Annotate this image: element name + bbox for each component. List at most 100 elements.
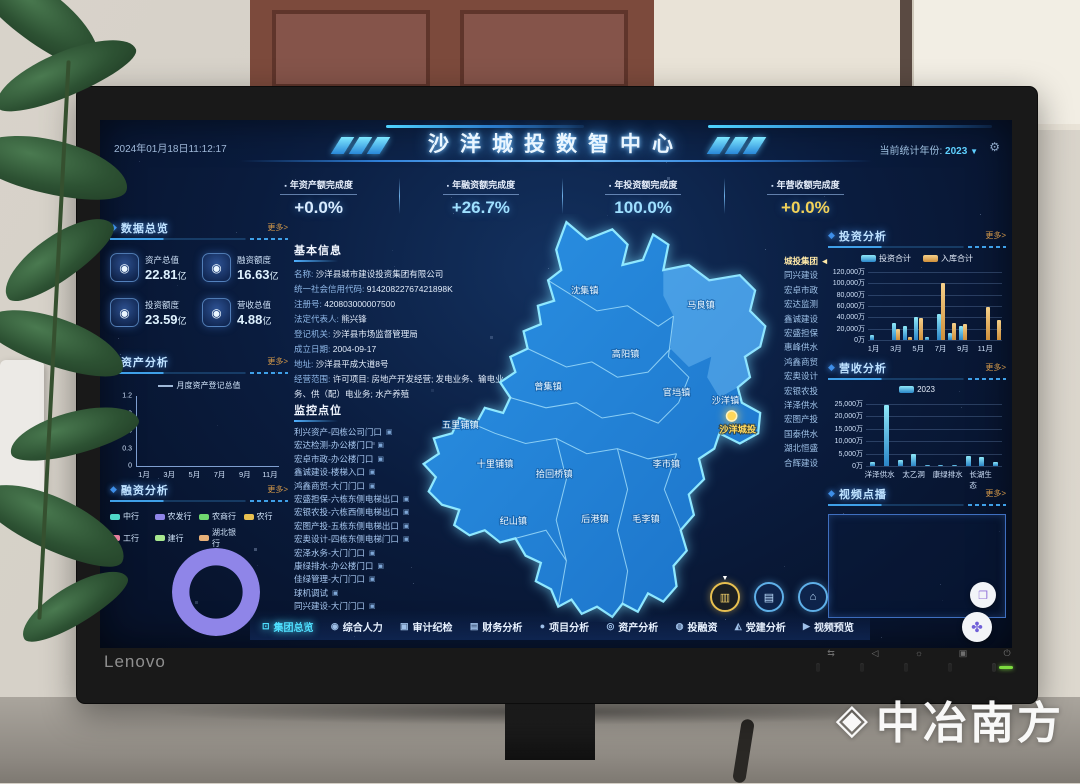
- nav-item-icon: ●: [539, 621, 546, 631]
- monitoring-item[interactable]: 宏达检测-办公楼门口 ▣: [294, 439, 494, 452]
- gear-icon[interactable]: ⚙: [989, 140, 1000, 154]
- more-link[interactable]: 更多>: [985, 363, 1006, 372]
- monitoring-item[interactable]: 宏卓市政-办公楼门口 ▣: [294, 453, 494, 466]
- legend-label: 农行: [256, 512, 273, 521]
- legend-swatch: [110, 513, 120, 520]
- osd-button[interactable]: ◁: [860, 648, 890, 672]
- nav-item-财务分析[interactable]: ▤ 财务分析: [470, 619, 523, 634]
- monitoring-item[interactable]: 佳绿管理-大门门口 ▣: [294, 573, 494, 586]
- more-link[interactable]: 更多>: [267, 485, 288, 494]
- monitoring-item[interactable]: 利兴资产-四栋公司门口 ▣: [294, 426, 494, 439]
- monitoring-item[interactable]: 宏盛担保-六栋东侧电梯出口 ▣: [294, 493, 494, 506]
- button-bar: [992, 663, 1013, 672]
- more-link[interactable]: 更多>: [267, 223, 288, 232]
- nav-item-label: 审计纪检: [412, 622, 453, 634]
- monitoring-item[interactable]: 同兴建设-大门门口 ▣: [294, 600, 494, 613]
- company-item[interactable]: 宏图产投: [784, 414, 819, 425]
- legend-item: 入库合计: [923, 253, 973, 264]
- company-item[interactable]: 鑫诚建设: [784, 313, 819, 324]
- year-selector-label: 当前统计年份:: [879, 146, 943, 157]
- bar-2023: [897, 459, 903, 466]
- monitoring-item[interactable]: 宏图产投-五栋东侧电梯出口 ▣: [294, 520, 494, 533]
- x-tick-label: 7月: [213, 470, 226, 479]
- info-label: 名称:: [294, 269, 316, 279]
- company-item[interactable]: 宏盛担保: [784, 328, 819, 339]
- button-icon: ⏻: [1003, 648, 1011, 658]
- osd-button[interactable]: ⇆: [816, 648, 846, 672]
- info-row: 地址: 沙洋县平成大道8号: [294, 357, 510, 372]
- more-link[interactable]: 更多>: [985, 489, 1006, 498]
- door-panel: [272, 10, 430, 88]
- more-link[interactable]: 更多>: [267, 357, 288, 366]
- nav-item-label: 集团总览: [273, 622, 314, 634]
- monitoring-item[interactable]: 鑫诚建设-楼梯入口 ▣: [294, 466, 494, 479]
- monitoring-item[interactable]: 康绿排水-办公楼门口 ▣: [294, 560, 494, 573]
- apps-floating-button[interactable]: ✤: [962, 612, 992, 642]
- panel-title: 投资分析: [838, 230, 887, 243]
- monitoring-item[interactable]: 宏泽水务-大门门口 ▣: [294, 547, 494, 560]
- company-item[interactable]: 鸿鑫商贸: [784, 356, 819, 367]
- company-item[interactable]: 惠峰供水: [784, 342, 819, 353]
- nav-item-资产分析[interactable]: ◎ 资产分析: [606, 619, 658, 634]
- stat-icon: ◉: [110, 253, 139, 282]
- bank-layer-button[interactable]: ▤: [754, 582, 784, 612]
- nav-item-投融资[interactable]: ◍ 投融资: [676, 619, 718, 634]
- legend-swatch: [899, 386, 915, 394]
- monitoring-item[interactable]: 宏奥设计-四栋东侧电梯门口 ▣: [294, 533, 494, 546]
- nav-item-icon: ▤: [469, 620, 479, 631]
- stat-value: 16.63亿: [237, 266, 279, 282]
- nav-item-icon: ◉: [330, 620, 339, 631]
- nav-item-集团总览[interactable]: ⊡ 集团总览: [262, 619, 314, 634]
- town-label-沈集镇: 沈集镇: [571, 285, 599, 296]
- bar-入库合计: [896, 328, 901, 340]
- legend-item: 农发行: [154, 511, 200, 522]
- bar-chart-legend: 投资合计 入库合计: [828, 253, 1006, 264]
- osd-button[interactable]: ▣: [948, 648, 978, 672]
- legend-item: 建行: [154, 527, 200, 549]
- gridline: [866, 428, 1002, 430]
- nav-item-视频预览[interactable]: ▶ 视频预览: [803, 619, 854, 634]
- button-bar: [948, 663, 952, 672]
- company-item[interactable]: 宏银农投: [784, 385, 819, 396]
- monitoring-item-label: 鑫诚建设-楼梯入口: [294, 467, 365, 478]
- home-layer-button[interactable]: ⌂: [798, 582, 828, 612]
- gridline: [866, 416, 1002, 418]
- power-button[interactable]: ⏻: [992, 648, 1022, 672]
- company-item[interactable]: 国泰供水: [784, 428, 819, 439]
- gridline: [868, 328, 1002, 330]
- company-item[interactable]: 宏奥设计: [784, 371, 819, 382]
- gridline: [868, 306, 1002, 307]
- nav-item-综合人力[interactable]: ◉ 综合人力: [331, 619, 383, 634]
- monitoring-item[interactable]: 鸿鑫商贸-大门门口 ▣: [294, 480, 494, 493]
- company-item[interactable]: 湖北恒盛: [784, 443, 819, 454]
- company-item-active[interactable]: 城投集团 ◄: [784, 256, 829, 266]
- monitoring-item[interactable]: 球机调试 ▣: [294, 587, 494, 600]
- osd-button[interactable]: ☼: [904, 648, 934, 672]
- nav-item-党建分析[interactable]: ◭ 党建分析: [735, 619, 786, 634]
- company-item[interactable]: 宏达监测: [784, 299, 819, 310]
- company-item[interactable]: 洋泽供水: [784, 400, 819, 411]
- company-item[interactable]: 宏卓市政: [784, 284, 819, 295]
- county-map[interactable]: 沈集镇 马良镇 高阳镇 官垱镇 曾集镇 五里铺镇 十里铺镇 拾回桥镇 纪山镇 后港镇 毛李镇 李市镇 沙…: [402, 214, 792, 622]
- company-item[interactable]: 合辉建设: [784, 457, 819, 468]
- kpi-label: 年投资额完成度: [604, 178, 682, 195]
- kpi-divider: [561, 178, 563, 214]
- nav-item-审计纪检[interactable]: ▣ 审计纪检: [400, 619, 453, 634]
- company-item[interactable]: 同兴建设: [784, 270, 819, 281]
- legend-label: 建行: [167, 533, 184, 543]
- info-value: 熊兴锋: [341, 314, 367, 324]
- panel-icon: ◆: [110, 484, 117, 494]
- chart-layer-button[interactable]: ▥ ▼: [710, 575, 740, 612]
- panel-icon: ◆: [828, 362, 835, 372]
- y-tick-label: 100,000万: [832, 280, 865, 288]
- more-link[interactable]: 更多>: [985, 231, 1006, 240]
- monitoring-item[interactable]: 宏银农投-六栋西侧电梯出口 ▣: [294, 506, 494, 519]
- year-selector[interactable]: 当前统计年份: 2023 ▼: [879, 142, 978, 157]
- nav-item-项目分析[interactable]: ● 项目分析: [540, 619, 589, 634]
- screens-floating-button[interactable]: ❐: [970, 582, 996, 608]
- info-row: 登记机关: 沙洋县市场监督管理局: [294, 327, 510, 342]
- monitoring-item-label: 佳绿管理-大门门口: [294, 574, 365, 585]
- nav-item-label: 视频预览: [813, 622, 854, 634]
- bar-入库合计: [952, 323, 957, 340]
